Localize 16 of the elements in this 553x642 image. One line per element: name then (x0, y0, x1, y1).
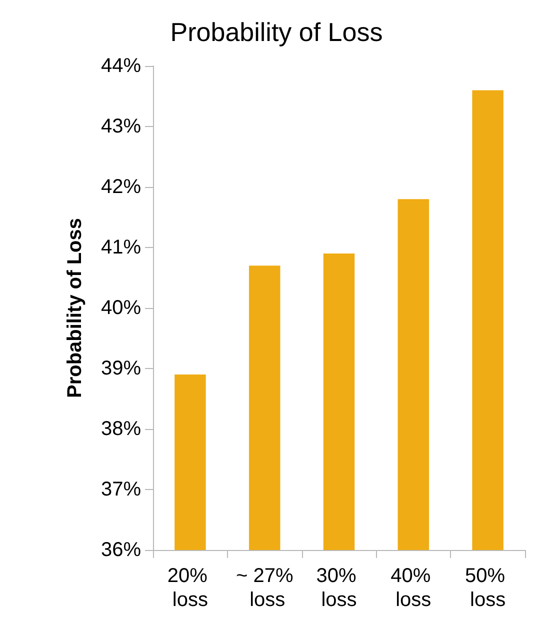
x-tick-label: 20% loss (167, 565, 213, 611)
y-tick-label: 43% (100, 116, 142, 138)
chart-title: Probability of Loss (170, 17, 383, 47)
y-tick-label: 41% (100, 236, 142, 258)
y-tick-label: 38% (100, 418, 142, 440)
x-tick-label: 50% loss (465, 565, 511, 611)
x-tick-label: ~ 27% loss (236, 565, 294, 611)
y-tick-label: 44% (100, 55, 142, 77)
x-tick-label: 40% loss (390, 565, 436, 611)
y-tick-label: 36% (100, 539, 142, 561)
y-axis-title: Probability of Loss (64, 218, 86, 398)
x-tick-label: 30% loss (316, 565, 362, 611)
y-tick-label: 39% (100, 358, 142, 380)
y-tick-label: 37% (100, 478, 142, 500)
y-tick-label: 40% (100, 297, 142, 319)
y-tick-label: 42% (100, 176, 142, 198)
